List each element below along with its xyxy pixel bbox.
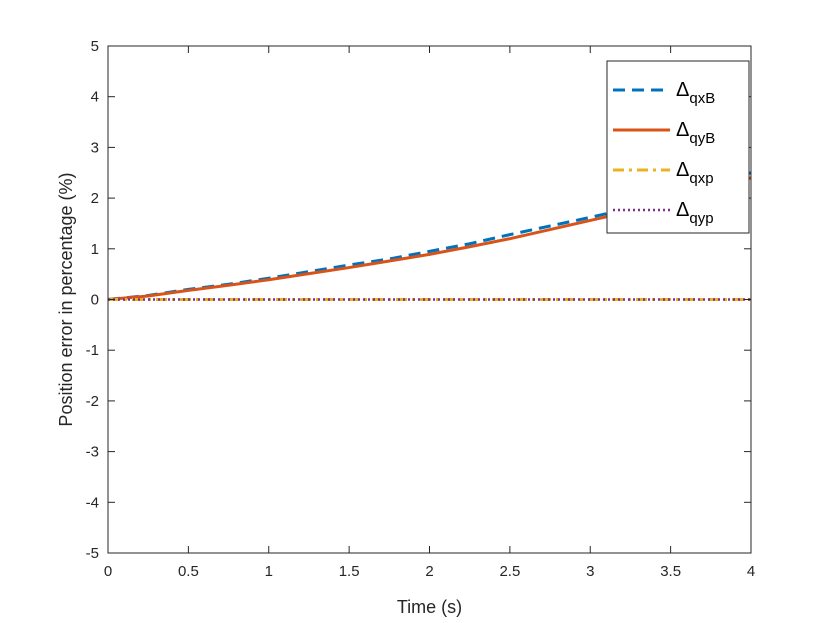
x-tick-label: 0 [104,563,112,580]
legend-symbol: Δ [676,119,689,141]
y-tick-label: 1 [91,241,99,258]
legend-subscript: qxB [689,90,715,107]
x-tick-label: 1.5 [339,563,360,580]
legend-label-qyp: Δqyp [676,199,714,227]
series-line-qxB [107,171,752,301]
y-tick-label: 3 [91,139,99,156]
y-tick-label: 0 [91,292,99,309]
y-tick-label: 4 [91,89,99,106]
y-tick-label: -1 [86,342,99,359]
legend-symbol: Δ [676,79,689,101]
legend-label-qyB: ΔqyB [676,119,715,147]
legend-symbol: Δ [676,199,689,221]
y-tick-label: 2 [91,190,99,207]
legend-label-qxp: Δqxp [676,159,714,187]
y-tick-label: -5 [86,545,99,562]
x-tick-label: 3.5 [660,563,681,580]
legend-label-qxB: ΔqxB [676,79,715,107]
x-tick-label: 3 [586,563,594,580]
tick-layer: 0 0.5 1 1.5 2 2.5 3 3.5 4 5 4 3 2 1 0 -1 -2 -3 -4 -5 [86,38,756,580]
y-tick-label: -4 [86,494,99,511]
legend-subscript: qyB [689,130,715,147]
x-tick-label: 0.5 [178,563,199,580]
x-tick-label: 1 [265,563,273,580]
y-axis-title: Position error in percentage (%) [56,172,76,426]
legend-subscript: qxp [689,170,713,187]
legend-box [606,60,750,234]
x-axis-title: Time (s) [397,597,462,617]
y-tick-label: -2 [86,393,99,410]
legend-subscript: qyp [689,210,713,227]
y-tick-label: 5 [91,38,99,55]
y-tick-label: -3 [86,444,99,461]
legend-symbol: Δ [676,159,689,181]
x-tick-label: 2 [425,563,433,580]
x-tick-label: 4 [747,563,755,580]
x-tick-label: 2.5 [499,563,520,580]
